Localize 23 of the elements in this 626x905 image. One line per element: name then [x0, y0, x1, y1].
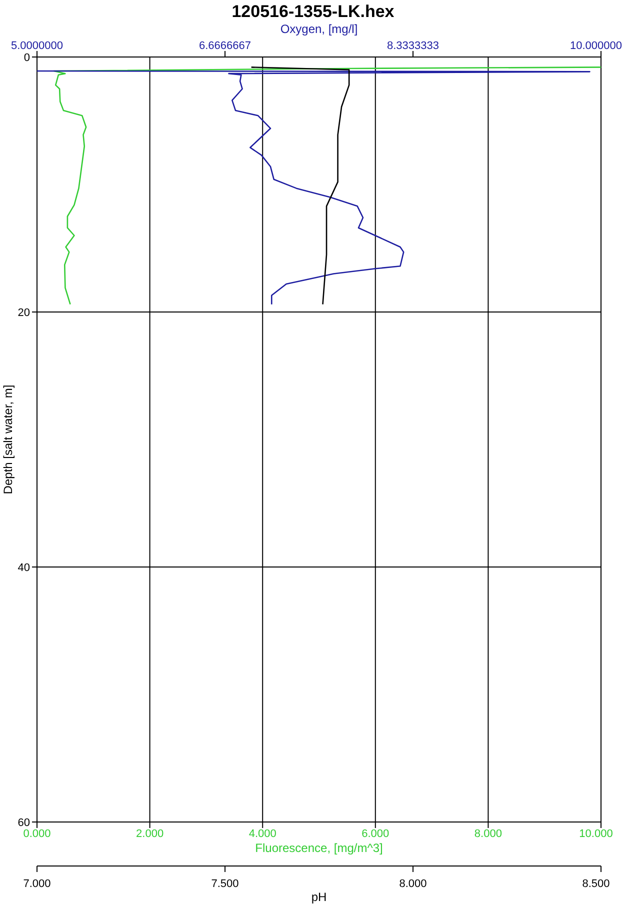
y-tick-label: 0 [24, 52, 30, 64]
x-tick-label: 8.000 [399, 878, 427, 890]
x-tick-label: 7.000 [23, 878, 51, 890]
x2-axis-title: Oxygen, [mg/l] [280, 22, 358, 36]
y-axis-title: Depth [salt water, m] [1, 384, 15, 494]
y-tick-label: 40 [18, 562, 30, 574]
x-tick-label: 8.500 [582, 878, 610, 890]
chart-title: 120516-1355-LK.hex [232, 2, 395, 21]
x-tick-label: 7.500 [211, 878, 239, 890]
y-tick-label: 20 [18, 307, 30, 319]
x2-tick-label: 6.6666667 [199, 40, 251, 52]
x-tick-label: 4.000 [248, 828, 276, 840]
x-tick-label: 8.000 [474, 828, 502, 840]
x2-tick-label: 8.3333333 [387, 40, 439, 52]
x-tick-label: 2.000 [136, 828, 164, 840]
x2-tick-label: 10.000000 [570, 40, 622, 52]
x-axis-title: Fluorescence, [mg/m^3] [255, 841, 383, 855]
x2-tick-label: 5.0000000 [11, 40, 63, 52]
y-tick-label: 60 [18, 817, 30, 829]
x-tick-label: 6.000 [362, 828, 390, 840]
x-tick-label: 0.000 [23, 828, 51, 840]
x-axis-title: pH [311, 890, 327, 904]
x-tick-label: 10.000 [579, 828, 613, 840]
